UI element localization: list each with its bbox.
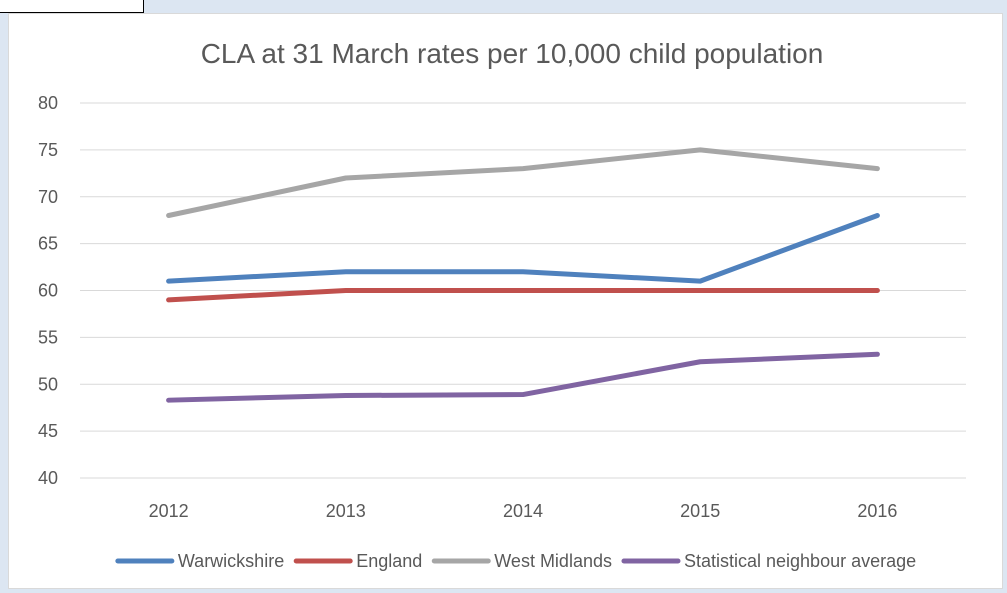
top-left-box (0, 0, 144, 13)
y-tick-label: 60 (38, 281, 58, 301)
y-tick-label: 70 (38, 187, 58, 207)
y-axis-ticks: 80 75 70 65 60 55 50 45 40 (38, 93, 58, 488)
y-tick-label: 40 (38, 468, 58, 488)
x-tick-label: 2013 (326, 501, 366, 521)
series-lines (166, 147, 880, 403)
series-line-england (166, 288, 880, 303)
legend-label: England (356, 551, 422, 571)
x-tick-label: 2016 (857, 501, 897, 521)
y-tick-label: 80 (38, 93, 58, 113)
legend-label: Statistical neighbour average (684, 551, 916, 571)
y-tick-label: 65 (38, 234, 58, 254)
chart-title: CLA at 31 March rates per 10,000 child p… (201, 38, 824, 69)
legend: Warwickshire England West Midlands Statisti… (115, 551, 916, 571)
series-line-statistical-neighbour-average (166, 351, 880, 403)
series-line-west-midlands (166, 147, 880, 218)
x-tick-label: 2012 (149, 501, 189, 521)
legend-label: West Midlands (494, 551, 612, 571)
x-axis-ticks: 2012 2013 2014 2015 2016 (149, 501, 898, 521)
y-tick-label: 55 (38, 327, 58, 347)
y-tick-label: 75 (38, 140, 58, 160)
legend-label: Warwickshire (178, 551, 284, 571)
x-tick-label: 2015 (680, 501, 720, 521)
series-line-warwickshire (166, 213, 880, 284)
y-tick-label: 50 (38, 374, 58, 394)
x-tick-label: 2014 (503, 501, 543, 521)
y-tick-label: 45 (38, 421, 58, 441)
